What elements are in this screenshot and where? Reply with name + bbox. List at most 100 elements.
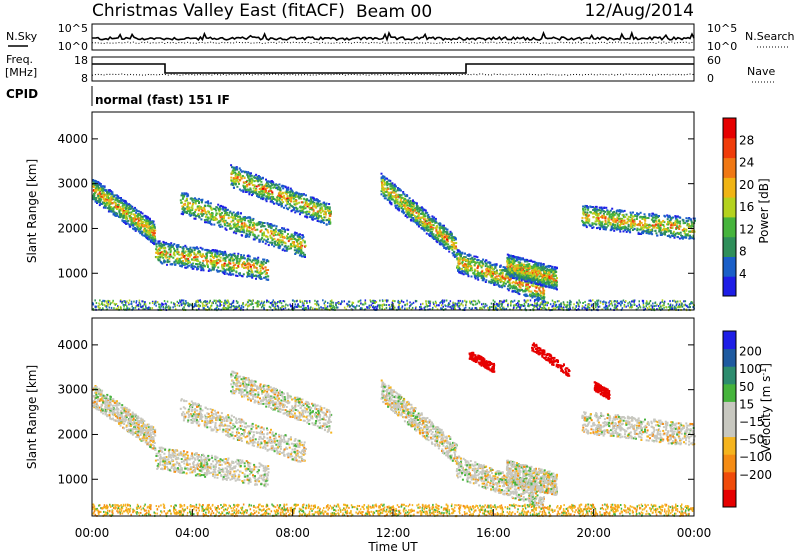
power-cell (299, 213, 301, 216)
power-cell (150, 226, 153, 229)
power-cell (554, 286, 557, 289)
power-cell (266, 181, 269, 184)
power-cell (174, 263, 177, 266)
power-cell (141, 215, 144, 218)
power-cell (508, 268, 511, 271)
power-cell (291, 241, 294, 243)
power-cell (451, 252, 454, 255)
power-cell (467, 269, 470, 271)
power-cell (521, 264, 523, 267)
power-cell (452, 253, 455, 256)
power-cell (256, 224, 259, 227)
power-cell (395, 193, 398, 196)
power-cell (241, 223, 244, 226)
power-cell (216, 252, 219, 255)
power-cell (167, 243, 170, 245)
power-cell (227, 268, 230, 271)
power-cell (429, 228, 432, 231)
power-cell (164, 243, 167, 246)
power-cell (535, 290, 538, 293)
power-cell (239, 176, 242, 179)
power-cell (177, 245, 180, 248)
power-cell (430, 226, 433, 229)
power-cell (194, 202, 197, 205)
power-cell (245, 234, 248, 237)
power-cell (132, 224, 134, 227)
power-cell (116, 205, 119, 208)
power-cell (397, 195, 400, 198)
power-cell (428, 234, 431, 237)
power-cell (232, 264, 235, 267)
power-cell (204, 205, 207, 208)
power-cell (278, 243, 281, 246)
power-cell (481, 270, 484, 273)
power-cell (237, 173, 240, 176)
power-cell (550, 282, 553, 285)
power-cell (244, 191, 247, 193)
power-cell (235, 258, 238, 261)
power-cell (260, 225, 263, 228)
power-cell (266, 186, 269, 189)
power-cell (428, 216, 431, 219)
power-cell (263, 238, 266, 241)
power-cell (117, 195, 120, 198)
power-cell (97, 186, 100, 189)
power-cell (233, 216, 236, 219)
power-cell (259, 269, 262, 272)
power-cell (218, 220, 221, 223)
power-cell (159, 242, 162, 245)
power-cell (97, 194, 100, 197)
power-cell (186, 265, 189, 268)
power-cell (192, 212, 195, 214)
power-cell (481, 273, 484, 275)
power-cell (508, 257, 511, 260)
power-cell (545, 269, 547, 272)
power-cell (218, 208, 221, 211)
power-cell (248, 178, 251, 181)
power-cell (182, 212, 185, 214)
power-cell (258, 223, 261, 226)
power-cell (534, 285, 537, 288)
power-cell (211, 266, 214, 269)
power-cell (180, 194, 183, 197)
power-cell (313, 213, 316, 216)
power-cell (550, 285, 552, 288)
power-cell (195, 263, 197, 265)
power-cell (124, 220, 126, 223)
power-cell (383, 190, 386, 193)
power-cell (538, 287, 541, 290)
power-cell (533, 278, 536, 281)
power-cell (145, 224, 148, 227)
power-cell (249, 187, 252, 190)
power-cell (412, 199, 414, 202)
power-cell (121, 204, 124, 207)
power-cell (191, 204, 194, 207)
power-cell (261, 183, 264, 186)
power-cell (382, 192, 385, 195)
power-cell (168, 257, 171, 260)
power-cell (218, 253, 221, 256)
power-cell (257, 256, 260, 259)
power-cell (223, 210, 226, 213)
power-cell (519, 283, 522, 285)
power-cell (415, 211, 418, 214)
power-cell (224, 227, 227, 230)
power-cell (409, 214, 412, 217)
power-cell (290, 243, 293, 246)
power-cell (538, 297, 541, 299)
power-cell (299, 252, 302, 255)
power-cell (266, 192, 269, 194)
power-cell (129, 208, 132, 211)
power-cell (525, 276, 528, 279)
power-cell (263, 193, 266, 196)
power-cell (228, 223, 231, 226)
power-cell (219, 269, 222, 272)
power-cell (292, 235, 295, 237)
power-cell (248, 193, 251, 196)
power-cell (224, 224, 226, 227)
power-cell (500, 271, 503, 274)
power-cell (413, 202, 415, 205)
power-cell (262, 177, 264, 180)
power-cell (221, 225, 224, 228)
power-cell (115, 205, 117, 208)
